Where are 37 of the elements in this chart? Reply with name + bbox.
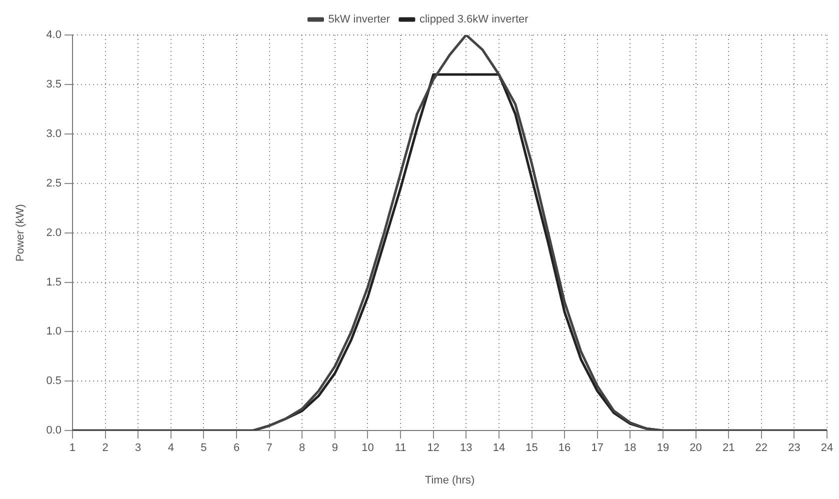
y-tick-label: 3.5: [46, 78, 62, 90]
y-tick-label: 2.5: [46, 177, 62, 190]
x-tick-label: 8: [299, 442, 306, 454]
x-tick-label: 23: [788, 442, 800, 454]
x-tick-label: 18: [624, 442, 636, 454]
x-tick-label: 5: [200, 442, 207, 454]
y-tick-label: 4.0: [46, 29, 62, 42]
legend-label: 5kW inverter: [328, 14, 390, 26]
legend-label: clipped 3.6kW inverter: [419, 14, 529, 26]
x-tick-label: 24: [820, 442, 834, 454]
x-tick-label: 3: [135, 442, 142, 454]
x-tick-label: 7: [266, 442, 272, 454]
y-axis-title: Power (kW): [14, 204, 27, 262]
x-tick-label: 9: [332, 442, 338, 454]
x-tick-label: 12: [427, 442, 440, 454]
x-tick-label: 2: [102, 442, 108, 454]
y-tick-label: 0.5: [46, 375, 62, 388]
x-tick-label: 10: [362, 442, 374, 454]
x-tick-label: 16: [558, 442, 571, 454]
x-tick-label: 15: [526, 442, 538, 454]
y-tick-label: 0.0: [46, 424, 62, 437]
x-tick-label: 20: [690, 442, 702, 454]
x-tick-label: 6: [233, 442, 240, 454]
x-tick-label: 4: [168, 442, 174, 454]
x-tick-label: 21: [722, 442, 735, 454]
y-tick-label: 1.5: [46, 276, 62, 288]
x-tick-label: 17: [591, 442, 604, 454]
x-tick-label: 19: [656, 442, 670, 454]
x-axis-title: Time (hrs): [424, 474, 475, 486]
x-tick-label: 1: [69, 442, 76, 454]
x-tick-label: 22: [755, 442, 768, 454]
y-tick-label: 2.0: [46, 226, 62, 239]
y-tick-label: 1.0: [46, 326, 62, 338]
x-tick-label: 11: [394, 442, 406, 454]
y-tick-label: 3.0: [46, 128, 62, 140]
x-tick-label: 14: [492, 442, 506, 454]
x-tick-label: 13: [460, 442, 472, 454]
